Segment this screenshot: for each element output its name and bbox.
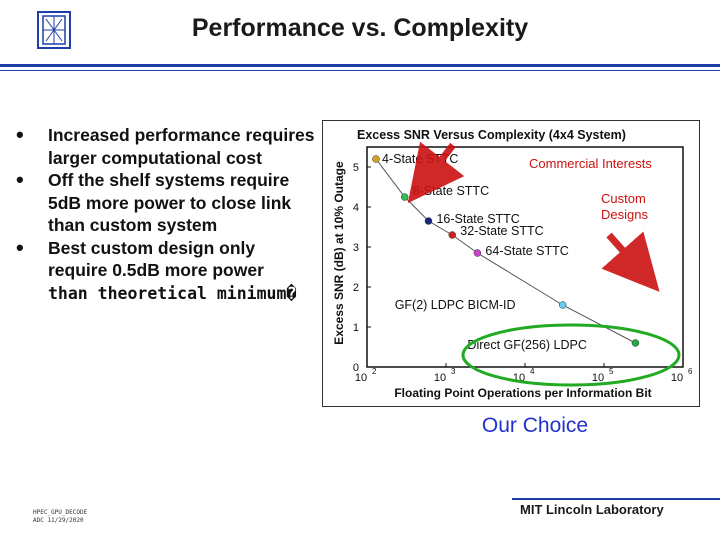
x-tick-label: 10 xyxy=(434,372,446,384)
x-tick-label: 10 xyxy=(355,372,367,384)
y-tick-label: 5 xyxy=(353,162,359,174)
footer-line: HPEC_GPU_DECODE xyxy=(33,509,88,516)
y-tick-label: 4 xyxy=(353,202,359,214)
data-point-label: GF(2) LDPC BICM-ID xyxy=(395,298,516,312)
data-point xyxy=(558,301,567,309)
footer-divider xyxy=(512,498,720,500)
bullet-text: Best custom design only require 0.5dB mo… xyxy=(48,237,264,281)
data-point xyxy=(372,155,380,163)
chart-ylabel: Excess SNR (dB) at 10% Outage xyxy=(332,161,346,345)
bullet-item: Off the shelf systems require 5dB more p… xyxy=(16,169,316,237)
footer-line: ADC 11/29/2020 xyxy=(33,517,84,524)
x-tick-label: 10 xyxy=(671,372,683,384)
chart-xlabel: Floating Point Operations per Informatio… xyxy=(394,386,651,400)
data-point xyxy=(448,231,457,239)
data-point-label: 32-State STTC xyxy=(460,224,543,238)
data-point-label: 16-State STTC xyxy=(436,212,519,226)
data-point-label: 8-State STTC xyxy=(413,184,489,198)
y-tick-label: 3 xyxy=(353,242,359,254)
footer-organization: MIT Lincoln Laboratory xyxy=(520,502,664,517)
annotation-commercial: Commercial Interests xyxy=(529,156,652,171)
chart-title: Excess SNR Versus Complexity (4x4 System… xyxy=(357,128,626,142)
y-tick-label: 0 xyxy=(353,362,359,374)
our-choice-label: Our Choice xyxy=(481,414,589,437)
title-divider-thin xyxy=(0,70,720,71)
slide-title: Performance vs. Complexity xyxy=(191,14,529,42)
y-tick-label: 2 xyxy=(353,282,359,294)
y-tick-label: 1 xyxy=(353,322,359,334)
x-tick-exponent: 4 xyxy=(530,367,535,376)
x-tick-exponent: 2 xyxy=(372,367,377,376)
data-point-label: Direct GF(256) LDPC xyxy=(467,338,586,352)
title-divider xyxy=(0,64,720,67)
bullet-tail: than theoretical minimum� xyxy=(48,283,297,303)
lincoln-lab-logo-icon xyxy=(36,10,72,50)
data-point xyxy=(424,217,433,225)
our-choice-ellipse xyxy=(461,323,681,387)
bullet-item: Increased performance requires larger co… xyxy=(16,124,316,169)
annotation-custom-line1: Custom Designs xyxy=(601,191,648,222)
x-tick-label: 10 xyxy=(592,372,604,384)
data-point xyxy=(400,193,409,201)
bullet-list: Increased performance requires larger co… xyxy=(16,124,316,305)
data-point-label: 64-State STTC xyxy=(485,244,568,258)
custom-arrow xyxy=(601,231,660,292)
annotation-custom-word: Designs xyxy=(601,207,648,222)
data-point xyxy=(631,339,640,347)
x-tick-exponent: 5 xyxy=(609,367,614,376)
footer-left: HPEC_GPU_DECODE ADC 11/29/2020 xyxy=(33,509,87,525)
bullet-item: Best custom design only require 0.5dB mo… xyxy=(16,237,316,306)
data-point xyxy=(473,249,482,257)
x-tick-exponent: 3 xyxy=(451,367,456,376)
chart-canvas: Excess SNR Versus Complexity (4x4 System… xyxy=(332,128,693,400)
annotation-custom-word: Custom xyxy=(601,191,646,206)
snr-complexity-chart: Excess SNR Versus Complexity (4x4 System… xyxy=(322,120,700,407)
commercial-arrow xyxy=(407,141,465,204)
x-tick-exponent: 6 xyxy=(688,367,693,376)
